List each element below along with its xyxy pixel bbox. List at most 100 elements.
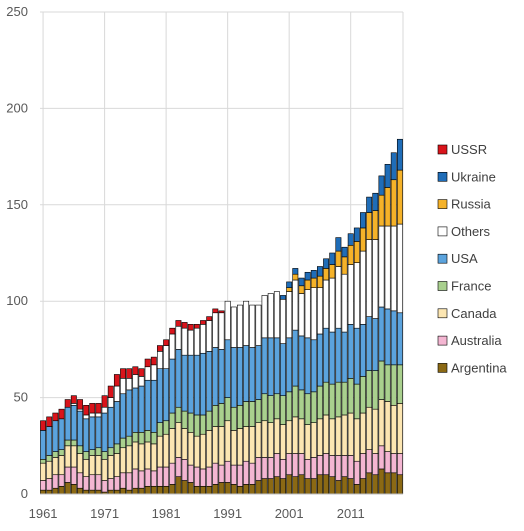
- bar-segment-canada: [267, 422, 274, 458]
- bar-segment-argentina: [390, 472, 397, 495]
- bar-segment-ukraine: [280, 295, 286, 300]
- bar-segment-australia: [52, 474, 59, 489]
- legend-swatch-argentina: [437, 363, 448, 373]
- bar-segment-ukraine: [323, 258, 330, 269]
- legend-swatch-australia: [437, 335, 448, 346]
- bar-segment-france: [46, 455, 53, 462]
- bar-segment-australia: [83, 476, 90, 491]
- bar-segment-canada: [70, 445, 77, 468]
- bar-segment-argentina: [113, 489, 120, 495]
- bar-segment-usa: [292, 329, 299, 387]
- bar-segment-australia: [206, 466, 213, 487]
- bar-segment-others: [163, 345, 170, 369]
- legend-label-usa: USA: [451, 251, 478, 266]
- bar-segment-canada: [316, 418, 323, 456]
- bar-segment-ukraine: [304, 271, 311, 281]
- bar-segment-others: [329, 277, 336, 333]
- bar-segment-australia: [89, 474, 96, 491]
- bar-segment-usa: [384, 308, 391, 366]
- bar-segment-australia: [64, 466, 71, 483]
- bar-segment-ussr: [138, 368, 145, 377]
- bar-segment-canada: [46, 460, 53, 479]
- bar-segment-australia: [323, 453, 330, 476]
- bar-segment-usa: [169, 358, 176, 414]
- bar-segment-australia: [77, 472, 83, 489]
- bar-segment-france: [298, 389, 305, 420]
- bar-segment-ussr: [169, 327, 176, 335]
- bar-segment-usa: [286, 337, 293, 393]
- bar-segment-argentina: [255, 480, 262, 495]
- bar-segment-others: [89, 412, 96, 418]
- bar-segment-russia: [335, 250, 342, 267]
- bar-segment-australia: [316, 455, 323, 476]
- bar-segment-canada: [212, 426, 219, 464]
- bar-segment-canada: [390, 405, 397, 454]
- bar-segment-usa: [310, 339, 317, 393]
- bar-segment-usa: [64, 406, 71, 441]
- bar-segment-australia: [46, 478, 53, 491]
- bar-segment-canada: [255, 422, 262, 458]
- bar-segment-russia: [384, 187, 391, 227]
- bar-segment-russia: [316, 275, 323, 289]
- bar-segment-france: [126, 435, 133, 447]
- bar-segment-australia: [107, 478, 114, 491]
- bar-segment-ukraine: [353, 227, 360, 242]
- bar-segment-others: [372, 239, 379, 319]
- bar-segment-others: [292, 279, 299, 331]
- bar-segment-usa: [298, 335, 305, 391]
- bar-segment-france: [169, 412, 176, 429]
- bar-segment-ussr: [46, 416, 53, 427]
- bar-segment-usa: [224, 339, 231, 398]
- bar-segment-canada: [101, 458, 108, 481]
- bar-segment-france: [310, 391, 317, 423]
- bar-segment-australia: [113, 476, 120, 491]
- bar-segment-others: [261, 295, 268, 339]
- bar-segment-russia: [390, 179, 397, 227]
- bar-segment-russia: [396, 169, 403, 225]
- bar-segment-argentina: [329, 476, 336, 495]
- bar-segment-argentina: [132, 487, 139, 495]
- bar-segment-usa: [200, 352, 206, 416]
- bar-segment-others: [218, 312, 225, 350]
- bar-segment-canada: [181, 428, 188, 460]
- bar-segment-australia: [384, 451, 391, 474]
- bar-segment-ussr: [163, 339, 170, 346]
- bar-segment-ukraine: [310, 270, 317, 279]
- bar-segment-france: [187, 412, 194, 433]
- bar-segment-usa: [163, 368, 170, 422]
- bar-segment-argentina: [384, 472, 391, 495]
- bar-segment-argentina: [107, 489, 114, 495]
- bar-segment-france: [212, 405, 219, 427]
- bar-segment-argentina: [335, 480, 342, 495]
- bar-segment-usa: [372, 318, 379, 371]
- bar-segment-argentina: [46, 489, 53, 495]
- bar-segment-canada: [163, 433, 170, 468]
- bar-segment-usa: [126, 389, 133, 437]
- bar-segment-ukraine: [372, 192, 379, 211]
- bar-segment-argentina: [292, 476, 299, 495]
- bar-segment-ussr: [101, 395, 108, 408]
- bar-segment-ussr: [64, 399, 71, 408]
- bar-segment-usa: [267, 337, 274, 396]
- bar-segment-argentina: [181, 480, 188, 495]
- bar-segment-others: [237, 304, 243, 348]
- bar-segment-australia: [249, 462, 256, 485]
- bar-segment-argentina: [286, 474, 293, 495]
- bar-segment-ussr: [126, 368, 133, 379]
- bar-segment-australia: [169, 462, 176, 485]
- bar-segment-australia: [224, 460, 231, 483]
- bar-segment-others: [396, 223, 403, 314]
- legend-label-argentina: Argentina: [451, 360, 507, 375]
- bar-segment-others: [181, 327, 188, 356]
- bar-segment-ukraine: [298, 277, 305, 287]
- bar-segment-france: [101, 451, 108, 460]
- bar-segment-argentina: [341, 476, 348, 495]
- legend-swatch-france: [437, 281, 448, 291]
- bar-segment-usa: [218, 349, 225, 404]
- bar-segment-usa: [150, 379, 157, 433]
- bar-segment-france: [181, 410, 188, 429]
- bar-segment-argentina: [224, 482, 231, 495]
- bar-segment-ussr: [206, 316, 213, 321]
- bar-segment-france: [224, 397, 231, 422]
- bar-segment-usa: [273, 337, 280, 395]
